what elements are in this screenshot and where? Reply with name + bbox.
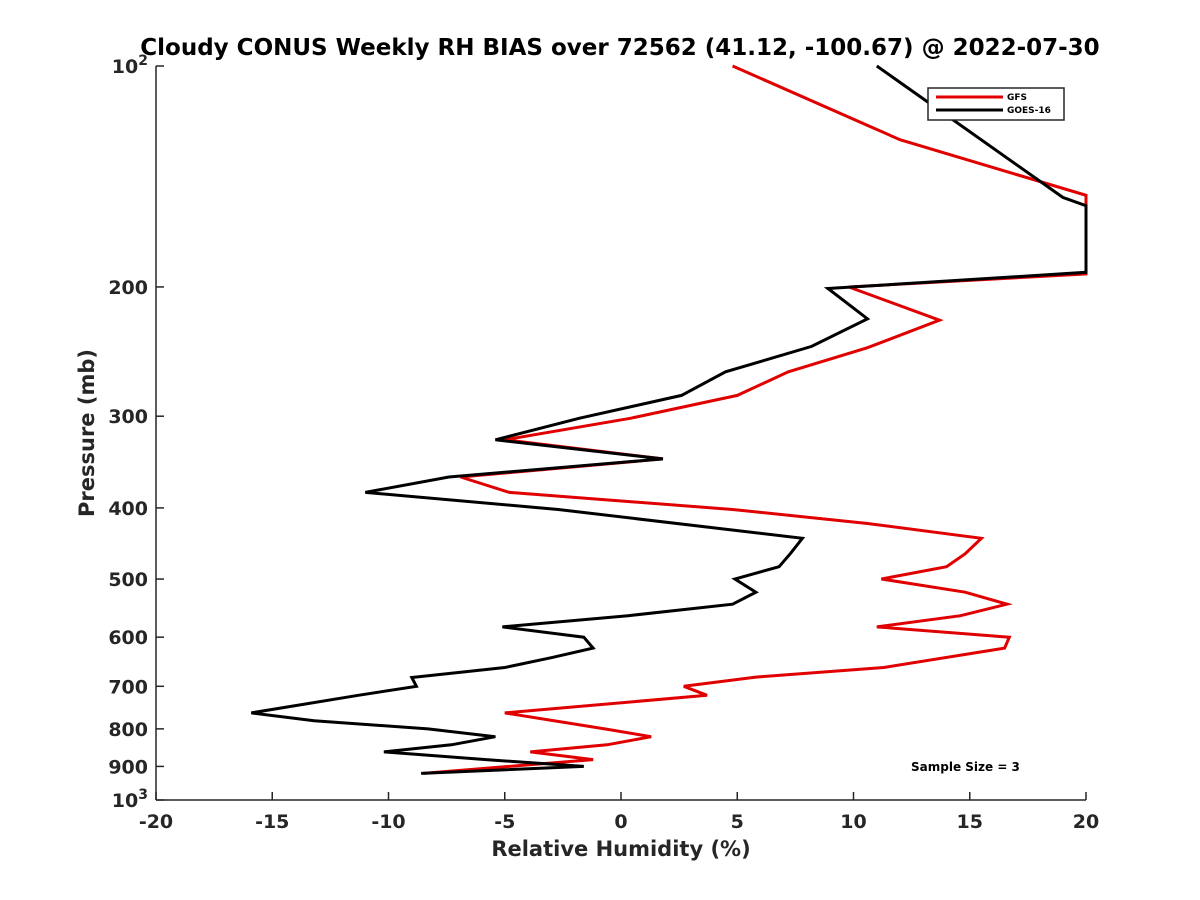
y-axis-label: Pressure (mb)	[75, 349, 99, 517]
x-axis-label: Relative Humidity (%)	[491, 837, 750, 861]
y-tick-exponent: 2	[138, 53, 148, 69]
y-tick-label: 700	[108, 676, 148, 698]
legend-gfs-label: GFS	[1007, 93, 1027, 103]
y-tick-label: 200	[108, 277, 148, 299]
y-tick-label: 500	[108, 569, 148, 591]
legend: GFS GOES-16	[927, 87, 1065, 121]
y-tick-label: 102	[112, 53, 148, 78]
series-line-goes-16	[251, 64, 1088, 775]
y-tick-base: 10	[112, 790, 138, 812]
plot-area	[155, 66, 1086, 801]
y-tick-label: 600	[108, 627, 148, 649]
y-tick-label: 103	[112, 787, 148, 812]
y-tick-exponent: 3	[138, 787, 148, 803]
y-tick-label: 800	[108, 719, 148, 741]
legend-box	[927, 87, 1065, 121]
x-tick-label: 20	[1073, 811, 1099, 833]
y-tick-label: 400	[108, 498, 148, 520]
x-tick-label: -15	[255, 811, 289, 833]
x-tick-label: -20	[139, 811, 173, 833]
x-tick-label: -10	[371, 811, 405, 833]
legend-goes-label: GOES-16	[1007, 106, 1051, 116]
series-group	[251, 64, 1088, 775]
y-tick-base: 10	[112, 56, 138, 78]
x-ticks: -20 -15 -10 -5 0 5 10 15 20	[139, 792, 1099, 833]
x-tick-label: -5	[494, 811, 515, 833]
sample-size-annotation: Sample Size = 3	[911, 760, 1020, 774]
x-tick-label: 10	[840, 811, 866, 833]
x-tick-label: 15	[957, 811, 983, 833]
y-tick-label: 300	[108, 406, 148, 428]
y-tick-label: 900	[108, 756, 148, 778]
series-line-gfs	[423, 64, 1088, 775]
chart-title: Cloudy CONUS Weekly RH BIAS over 72562 (…	[140, 35, 1099, 61]
x-tick-label: 0	[614, 811, 627, 833]
x-tick-label: 5	[731, 811, 744, 833]
